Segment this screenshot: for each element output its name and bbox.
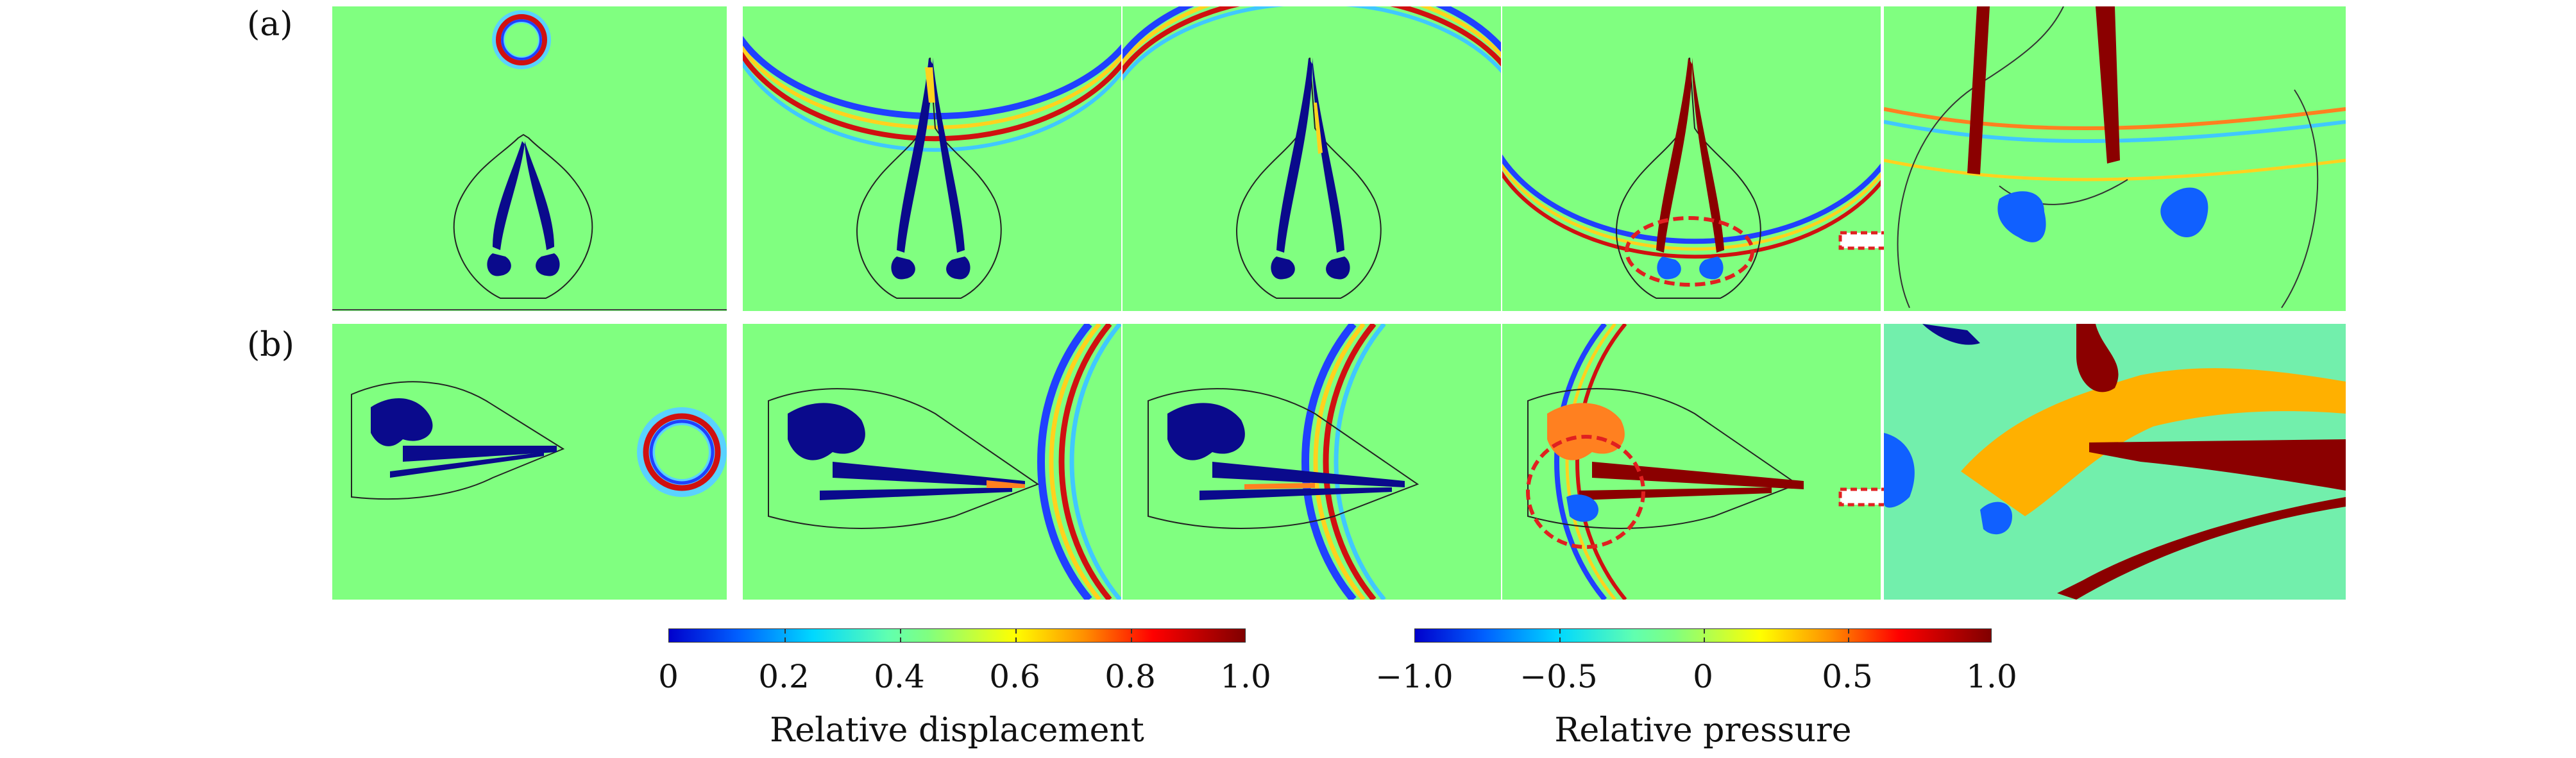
panel-b3 xyxy=(1123,324,1501,600)
colorbar-displacement-tick: 1.0 xyxy=(1220,658,1271,695)
row-label-b: (b) xyxy=(247,326,294,364)
panel-b5-zoom xyxy=(1884,324,2346,600)
colorbar-pressure-tick: 0 xyxy=(1693,658,1713,695)
panel-a4 xyxy=(1502,6,1881,311)
colorbar-displacement xyxy=(668,628,1246,643)
colorbar-pressure-tick: 0.5 xyxy=(1822,658,1873,695)
colorbar-displacement-tick: 0.2 xyxy=(758,658,809,695)
colorbar-pressure-tick: −0.5 xyxy=(1520,658,1598,695)
panel-a2 xyxy=(743,6,1121,311)
panel-b1 xyxy=(332,324,727,600)
colorbar-displacement-tick: 0.8 xyxy=(1105,658,1156,695)
colorbar-displacement-title: Relative displacement xyxy=(770,711,1144,750)
colorbar-pressure-tick: 1.0 xyxy=(1966,658,2017,695)
panel-a3 xyxy=(1123,6,1501,311)
colorbar-displacement-tick: 0 xyxy=(658,658,679,695)
colorbar-displacement-tick: 0.4 xyxy=(874,658,925,695)
row-label-a: (a) xyxy=(247,5,293,44)
highlight-ellipse-a xyxy=(1625,216,1754,287)
panel-a5-zoom xyxy=(1884,6,2346,311)
highlight-ellipse-b xyxy=(1526,435,1645,549)
panel-a1 xyxy=(332,6,727,311)
panel-b4 xyxy=(1502,324,1881,600)
colorbar-displacement-tick: 0.6 xyxy=(989,658,1040,695)
panel-b2 xyxy=(743,324,1121,600)
colorbar-pressure-title: Relative pressure xyxy=(1554,711,1852,750)
colorbar-pressure xyxy=(1414,628,1992,643)
colorbar-pressure-tick: −1.0 xyxy=(1375,658,1453,695)
